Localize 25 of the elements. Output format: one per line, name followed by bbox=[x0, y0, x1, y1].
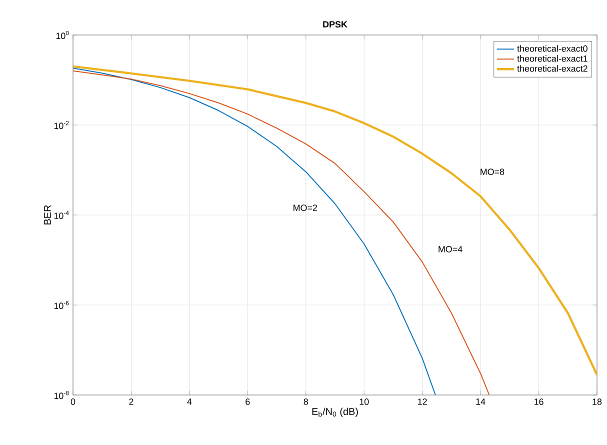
chart-title: DPSK bbox=[323, 21, 348, 28]
x-tick-label: 14 bbox=[476, 398, 486, 405]
x-tick-label: 6 bbox=[246, 398, 250, 405]
y-tick-label: 10$^{-4}$ bbox=[54, 211, 69, 220]
x-tick-label: 4 bbox=[187, 398, 192, 405]
annotation: MO=8 bbox=[480, 168, 504, 175]
y-tick-label: 10$^{-6}$ bbox=[54, 300, 69, 310]
x-tick-label: 12 bbox=[418, 398, 427, 405]
line-series bbox=[73, 65, 598, 376]
x-axis-title: E$_{b}$/N$_{0}$ (dB) bbox=[312, 408, 358, 417]
x-tick-label: 16 bbox=[534, 398, 544, 405]
annotation: MO=2 bbox=[294, 204, 318, 211]
y-tick-label: 10$^{-2}$ bbox=[54, 120, 69, 130]
legend-label: theoretical-exact1 bbox=[517, 55, 588, 62]
x-tick-label: 8 bbox=[304, 398, 308, 405]
x-tick-label: 2 bbox=[129, 398, 134, 405]
x-tick-label: 10 bbox=[360, 398, 369, 405]
annotation: MO=4 bbox=[438, 246, 462, 252]
x-tick-label: 18 bbox=[592, 398, 602, 405]
y-tick-label: 10$^{-8}$ bbox=[54, 390, 69, 400]
y-tick-label: 10$^{0}$ bbox=[56, 30, 69, 40]
legend-label: theoretical-exact0 bbox=[517, 45, 588, 52]
y-axis-title: BER bbox=[44, 205, 51, 224]
x-tick-label: 0 bbox=[70, 398, 76, 405]
legend-label: theoretical-exact2 bbox=[517, 65, 588, 72]
